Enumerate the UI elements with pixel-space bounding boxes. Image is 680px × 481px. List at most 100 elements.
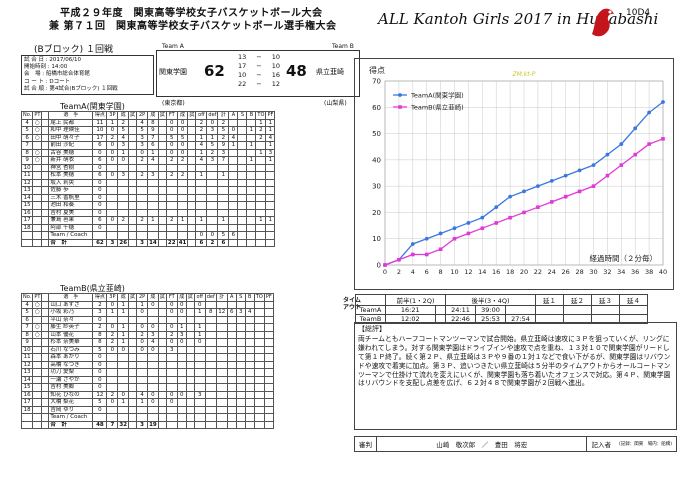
timeout-head: 前半(1・2Q) <box>385 294 446 306</box>
box-cell: 2 <box>92 323 108 332</box>
box-cell: 0 <box>176 308 187 317</box>
box-cell <box>228 156 239 165</box>
box-header-cell: 計 <box>217 111 230 120</box>
box-cell <box>157 231 167 240</box>
box-cell <box>106 201 119 210</box>
box-cell <box>244 323 255 332</box>
box-cell: 0 <box>106 126 119 135</box>
box-cell <box>187 193 197 202</box>
box-cell <box>176 178 189 187</box>
team-a-title: TeamA(関東学園) <box>60 102 125 111</box>
box-cell: 1 <box>117 308 130 317</box>
x-tick-label: 22 <box>534 268 542 276</box>
box-cell <box>253 345 265 354</box>
box-cell <box>215 368 228 377</box>
box-cell: 山本 優花 <box>48 330 94 339</box>
table-row: 4 ○ 尾上 民都 11 1 2 4 8 0 0 2 0 2 1 1 <box>20 118 276 127</box>
box-cell <box>32 231 43 240</box>
box-cell: ○ <box>32 148 43 157</box>
box-cell: 3 <box>117 171 130 180</box>
box-cell <box>265 186 276 195</box>
timeout-row-a: TeamA 16:21 24:11 39:00 <box>355 305 648 315</box>
box-header-cell: 成 <box>117 111 130 120</box>
data-point <box>619 163 624 167</box>
box-cell <box>41 178 50 187</box>
box-header-cell: 試 <box>185 293 195 302</box>
box-cell <box>237 171 248 180</box>
data-point <box>383 263 387 267</box>
box-header-cell: 成 <box>176 293 187 302</box>
box-cell <box>147 163 159 172</box>
box-cell <box>176 193 189 202</box>
table-row: 5 ○ 和中 理映佳 10 0 5 5 9 0 0 2 3 5 0 1 2 1 <box>20 126 276 135</box>
box-cell <box>165 231 178 240</box>
box-cell: 0 <box>92 315 108 324</box>
box-cell: 4 <box>136 390 149 399</box>
box-header-cell: B <box>244 293 255 302</box>
box-cell <box>187 208 197 217</box>
box-cell: 1 <box>147 216 159 225</box>
box-cell <box>195 193 208 202</box>
box-cell: 13 <box>20 368 34 377</box>
box-cell: 8 <box>92 330 108 339</box>
box-cell: 吉岡 ゆり <box>48 405 94 414</box>
box-cell <box>106 231 119 240</box>
box-cell: 1 <box>246 156 257 165</box>
box-cell <box>263 383 274 392</box>
event-title: ALL Kantoh Girls 2017 in Hunabashi <box>378 10 659 28</box>
box-cell <box>165 186 178 195</box>
box-cell: 0 <box>92 163 108 172</box>
box-cell <box>106 360 119 369</box>
box-cell <box>136 193 149 202</box>
box-cell <box>32 216 43 225</box>
box-cell <box>106 353 119 362</box>
table-row: 15 池田 和奏 0 <box>20 201 276 210</box>
box-cell <box>193 368 206 377</box>
box-cell: 0 <box>136 323 149 332</box>
box-cell <box>193 345 206 354</box>
box-cell <box>128 178 138 187</box>
box-cell <box>106 383 119 392</box>
y-tick-label: 20 <box>372 209 381 217</box>
table-row: 10 神宮 杏樹 0 <box>20 163 276 172</box>
box-cell <box>157 300 167 309</box>
box-cell: 0 <box>176 126 189 135</box>
box-cell <box>41 338 50 347</box>
box-cell <box>255 178 267 187</box>
box-cell <box>235 300 246 309</box>
box-cell: 2 <box>106 330 119 339</box>
timeout-cell: 16:21 <box>385 305 436 315</box>
box-cell: 0 <box>92 178 108 187</box>
box-cell: 1 <box>117 338 130 347</box>
data-point <box>480 215 485 220</box>
box-cell <box>41 300 50 309</box>
box-cell <box>157 126 167 135</box>
box-cell <box>157 353 167 362</box>
box-cell <box>185 330 195 339</box>
box-cell: 3 <box>136 238 149 247</box>
box-cell <box>20 413 34 422</box>
box-cell <box>41 216 50 225</box>
timeout-cell <box>355 294 386 306</box>
watermark: ZM.kt-P <box>512 71 536 78</box>
box-cell <box>263 345 274 354</box>
box-cell <box>235 353 246 362</box>
box-cell <box>147 383 159 392</box>
box-cell: 功刀 愛梨 <box>48 368 94 377</box>
box-cell: 杉本 奈美華 <box>48 338 94 347</box>
review-text: 両チームともハーフコートマンツーマンで試合開始。県立韮崎は速攻に３Ｐを狙っていく… <box>358 334 671 388</box>
box-cell <box>20 238 34 247</box>
box-cell <box>128 420 138 429</box>
box-cell: 14 <box>20 375 34 384</box>
box-cell <box>204 300 217 309</box>
box-cell <box>237 133 248 142</box>
box-cell <box>165 420 178 429</box>
box-cell <box>136 178 149 187</box>
box-cell <box>246 178 257 187</box>
box-cell: 6 <box>217 238 230 247</box>
box-cell <box>157 413 167 422</box>
box-cell: 2 <box>136 216 149 225</box>
box-cell <box>235 375 246 384</box>
box-cell <box>157 368 167 377</box>
box-cell <box>117 193 130 202</box>
